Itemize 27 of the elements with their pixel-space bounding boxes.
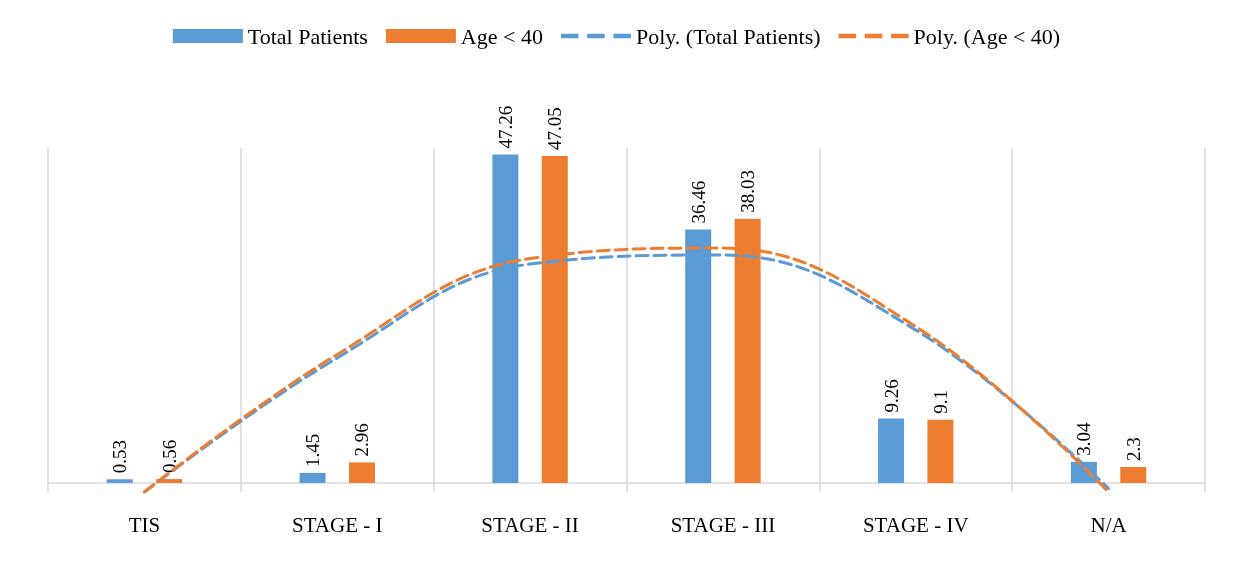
data-label: 9.1	[929, 389, 951, 414]
data-label: 2.3	[1122, 437, 1144, 461]
data-label: 1.45	[302, 433, 324, 467]
data-label: 47.05	[544, 107, 566, 151]
x-tick-label: STAGE - III	[670, 512, 776, 537]
data-label: 9.26	[880, 379, 902, 413]
x-tick-label: STAGE - IV	[862, 512, 969, 537]
data-label: 0.53	[109, 440, 131, 474]
data-label: 3.04	[1073, 422, 1095, 456]
bar	[299, 472, 326, 483]
legend-label: Total Patients	[247, 23, 368, 49]
x-tick-label: N/A	[1090, 512, 1128, 537]
data-label: 47.26	[494, 105, 516, 149]
legend-label: Age < 40	[460, 23, 543, 49]
x-tick-label: STAGE - I	[292, 512, 383, 537]
bar	[106, 479, 133, 483]
data-label: 2.96	[351, 423, 373, 457]
bar	[348, 462, 375, 483]
bar	[927, 419, 954, 483]
legend-label: Poly. (Total Patients)	[635, 23, 821, 49]
x-tick-label: STAGE - II	[481, 512, 579, 537]
data-label: 36.46	[687, 180, 709, 224]
data-label: 38.03	[737, 169, 759, 213]
bar	[878, 418, 905, 483]
x-tick-label: TIS	[128, 512, 161, 537]
legend-label: Poly. (Age < 40)	[913, 23, 1061, 49]
bar	[1120, 466, 1147, 483]
